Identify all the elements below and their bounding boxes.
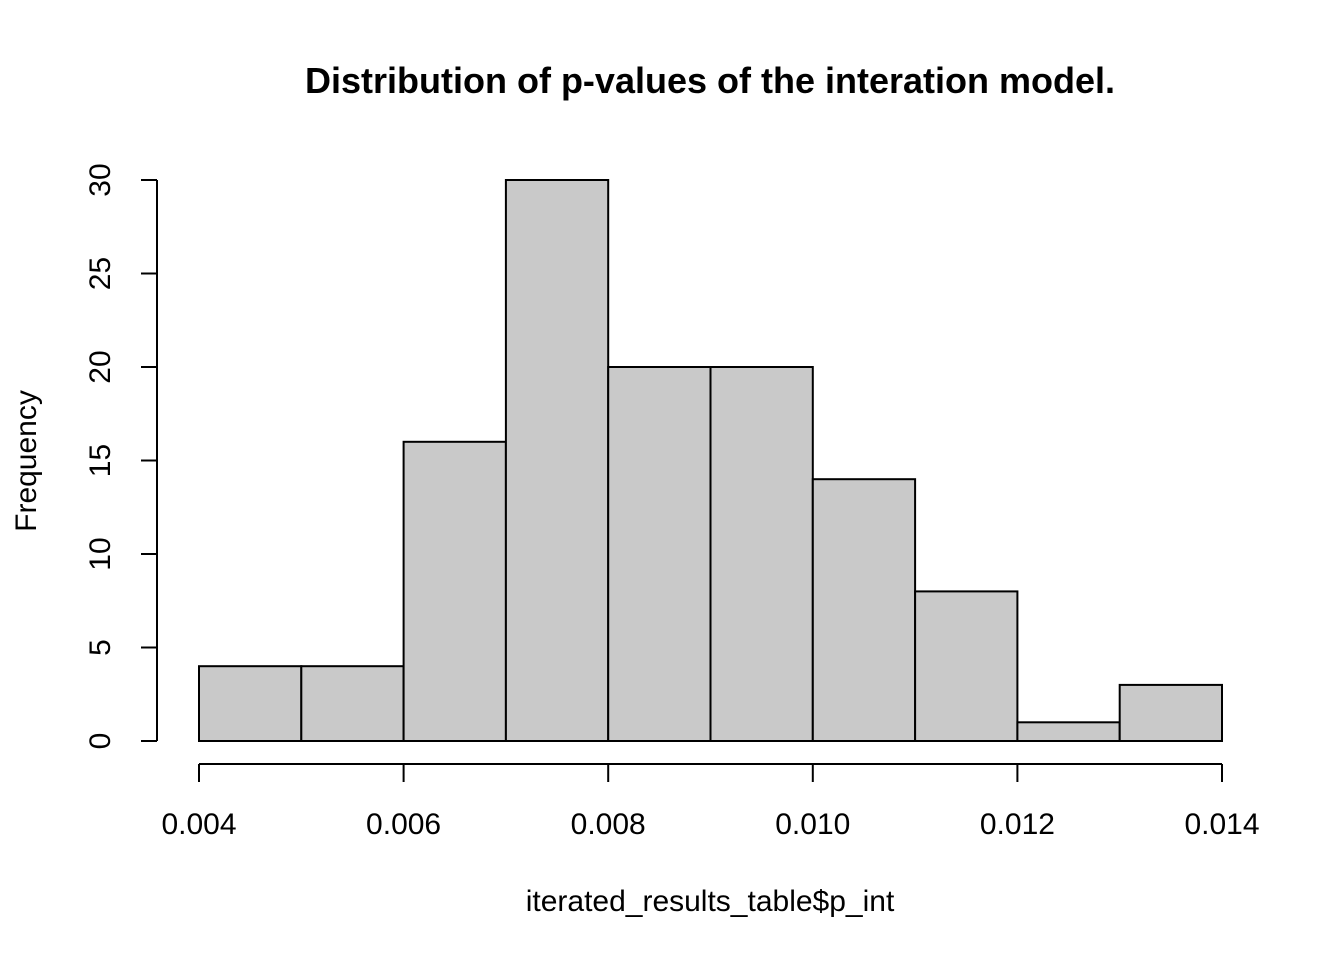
histogram-bar: [504, 179, 610, 742]
y-tick-label: 20: [84, 350, 117, 383]
x-tick-label: 0.004: [161, 808, 236, 841]
chart-title: Distribution of p-values of the interati…: [305, 60, 1115, 101]
histogram-bar: [198, 665, 303, 743]
x-tick-label: 0.010: [775, 808, 850, 841]
x-tick-label: 0.008: [571, 808, 646, 841]
y-tick-label: 30: [84, 163, 117, 196]
histogram-bar: [300, 665, 405, 743]
histogram-bar: [1016, 721, 1121, 742]
x-axis-label: iterated_results_table$p_int: [526, 885, 895, 918]
y-tick-label: 0: [84, 733, 117, 750]
x-tick-label: 0.014: [1184, 808, 1259, 841]
x-tick-label: 0.006: [366, 808, 441, 841]
histogram-bar: [811, 478, 917, 742]
x-tick-label: 0.012: [980, 808, 1055, 841]
y-tick-label: 15: [84, 444, 117, 477]
histogram-bar: [402, 440, 507, 742]
y-tick-label: 10: [84, 537, 117, 570]
y-tick-label: 25: [84, 257, 117, 290]
histogram-bar: [914, 590, 1019, 743]
histogram-bar: [1118, 683, 1223, 743]
x-axis: 0.004 0.006 0.008 0.010 0.012 0.014: [161, 763, 1260, 841]
histogram-bar: [607, 366, 712, 742]
y-axis-label: Frequency: [10, 390, 43, 532]
y-axis: 0 5 10 15 20 25 30: [84, 163, 158, 750]
bars-group: [198, 179, 1223, 743]
y-tick-label: 5: [84, 639, 117, 656]
histogram-bar: [709, 366, 814, 742]
